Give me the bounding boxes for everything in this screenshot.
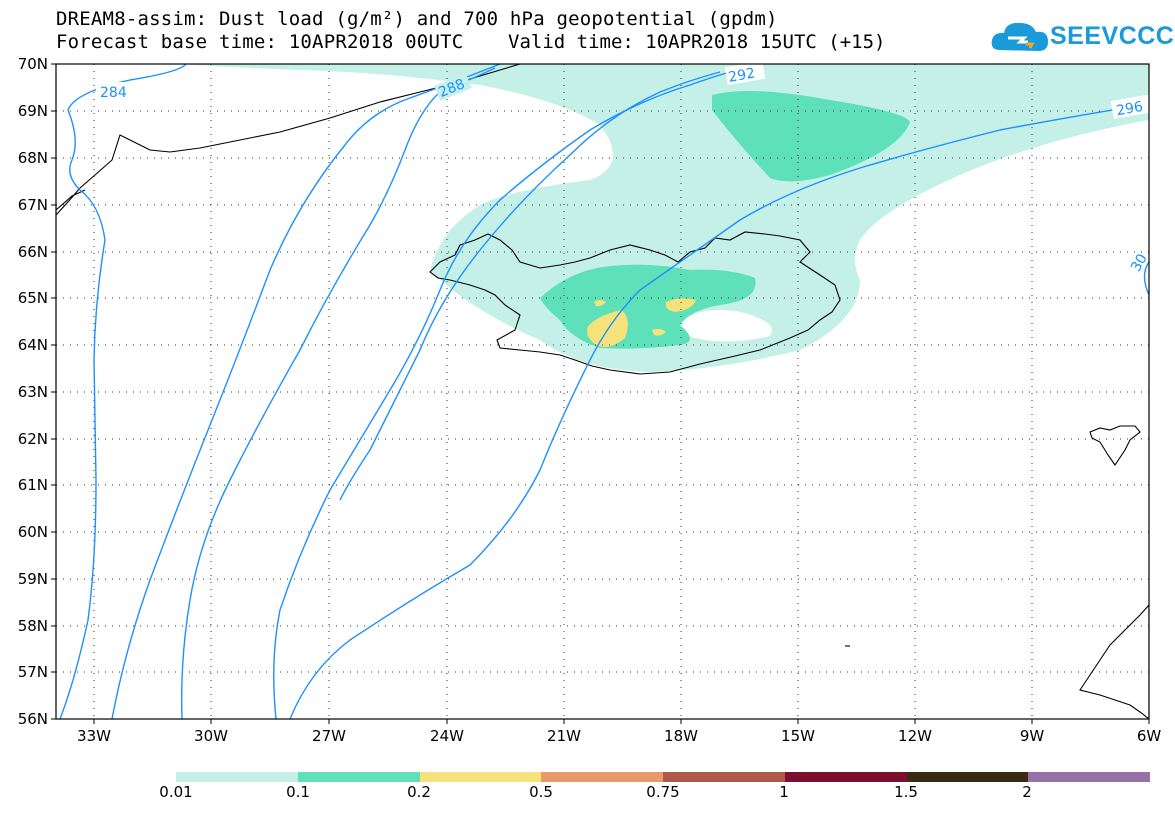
colorbar-swatch	[419, 772, 542, 782]
lon-label: 24W	[430, 727, 464, 745]
colorbar-swatch	[1028, 772, 1150, 782]
contour-288	[111, 64, 501, 719]
colorbar-swatch	[176, 772, 298, 782]
colorbar-label: 0.5	[529, 783, 553, 801]
lat-label: 68N	[17, 149, 48, 167]
colorbar-label: 1	[779, 783, 789, 801]
lat-label: 65N	[17, 289, 48, 307]
lon-label: 30W	[194, 727, 228, 745]
logo-text: SEEVCCC	[1050, 22, 1175, 50]
colorbar-label: 0.01	[159, 783, 193, 801]
lat-label: 70N	[17, 55, 48, 73]
lat-label: 63N	[17, 383, 48, 401]
colorbar-label: 0.75	[646, 783, 680, 801]
colorbar-swatch	[297, 772, 420, 782]
lat-label: 58N	[17, 617, 48, 635]
valid-time: Valid time: 10APR2018 15UTC (+15)	[508, 31, 886, 53]
contour-label-292: 292	[727, 65, 756, 85]
map-title: DREAM8-assim: Dust load (g/m²) and 700 h…	[56, 8, 778, 30]
lon-label: 9W	[1019, 727, 1045, 745]
colorbar-label: 0.1	[286, 783, 310, 801]
graticule	[56, 64, 1149, 719]
lat-label: 60N	[17, 523, 48, 541]
contour-label-296: 296	[1115, 99, 1144, 119]
lon-label: 33W	[77, 727, 111, 745]
colorbar-label: 1.5	[894, 783, 918, 801]
colorbar	[176, 772, 1150, 782]
lat-label: 62N	[17, 430, 48, 448]
colorbar-swatch	[906, 772, 1029, 782]
contour-284	[59, 64, 187, 719]
colorbar-swatch	[663, 772, 785, 782]
iceland-coast	[429, 231, 841, 375]
lat-label: 69N	[17, 102, 48, 120]
colorbar-label: 0.2	[407, 783, 431, 801]
lat-label: 61N	[17, 476, 48, 494]
axis-ticks	[51, 63, 1150, 724]
lat-label: 57N	[17, 663, 48, 681]
lat-label: 66N	[17, 243, 48, 261]
geopotential-contours	[59, 64, 1149, 719]
colorbar-swatch	[541, 772, 663, 782]
contour-288b	[180, 67, 496, 719]
lon-label: 12W	[898, 727, 932, 745]
lat-label: 64N	[17, 336, 48, 354]
contour-label-300: 30	[1128, 251, 1151, 274]
lat-label: 59N	[17, 570, 48, 588]
lon-label: 27W	[312, 727, 346, 745]
lon-label: 15W	[781, 727, 815, 745]
contour-300	[1143, 261, 1149, 296]
forecast-base-time: Forecast base time: 10APR2018 00UTC	[56, 31, 464, 53]
colorbar-swatch	[784, 772, 907, 782]
lon-label: 21W	[547, 727, 581, 745]
dust-shade-01-north	[712, 91, 910, 182]
contour-296	[289, 103, 1149, 719]
lat-label: 67N	[17, 196, 48, 214]
colorbar-label: 2	[1022, 783, 1032, 801]
contour-label-284: 284	[100, 85, 127, 101]
lon-label: 18W	[664, 727, 698, 745]
contour-292	[273, 64, 761, 719]
lon-label: 6W	[1136, 727, 1162, 745]
lat-label: 56N	[17, 710, 48, 728]
dust-shade-001	[180, 64, 1149, 372]
cloud-logo-icon	[991, 22, 1048, 51]
coastline	[56, 64, 1149, 719]
contour-292b	[339, 71, 721, 501]
